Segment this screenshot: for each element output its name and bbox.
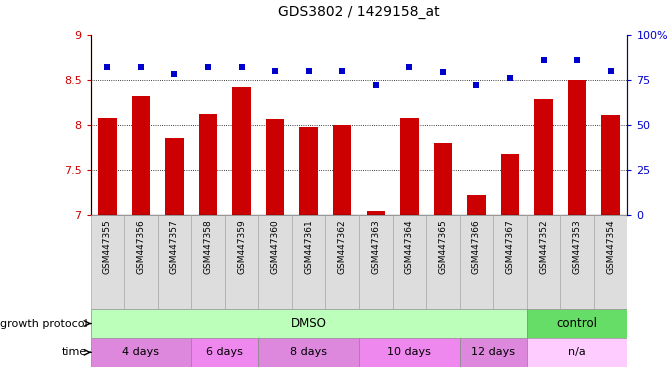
- Bar: [158, 215, 191, 309]
- Point: [505, 75, 515, 81]
- Bar: [393, 215, 426, 309]
- Bar: [266, 119, 285, 215]
- Text: GSM447367: GSM447367: [505, 220, 515, 275]
- Point: [605, 68, 616, 74]
- Text: control: control: [556, 317, 598, 330]
- Point: [437, 70, 448, 76]
- Text: GSM447365: GSM447365: [438, 220, 448, 275]
- Bar: [292, 215, 325, 309]
- Bar: [299, 127, 318, 215]
- Text: ■: ■: [346, 383, 361, 384]
- Text: 12 days: 12 days: [471, 347, 515, 358]
- Point: [370, 82, 381, 88]
- Text: GSM447360: GSM447360: [270, 220, 280, 275]
- Bar: [91, 309, 527, 338]
- Text: growth protocol: growth protocol: [0, 318, 87, 329]
- Point: [538, 57, 549, 63]
- Text: GSM447355: GSM447355: [103, 220, 112, 275]
- Text: ■: ■: [97, 383, 113, 384]
- Bar: [359, 338, 460, 367]
- Bar: [199, 114, 217, 215]
- Bar: [400, 118, 419, 215]
- Point: [136, 64, 146, 70]
- Text: GSM447362: GSM447362: [338, 220, 347, 275]
- Bar: [191, 338, 258, 367]
- Bar: [534, 99, 553, 215]
- Point: [572, 57, 582, 63]
- Bar: [366, 210, 385, 215]
- Text: n/a: n/a: [568, 347, 586, 358]
- Bar: [124, 215, 158, 309]
- Point: [203, 64, 213, 70]
- Bar: [225, 215, 258, 309]
- Text: 8 days: 8 days: [290, 347, 327, 358]
- Point: [102, 64, 113, 70]
- Bar: [493, 215, 527, 309]
- Text: GSM447352: GSM447352: [539, 220, 548, 275]
- Bar: [258, 338, 359, 367]
- Bar: [165, 138, 184, 215]
- Text: GSM447354: GSM447354: [606, 220, 615, 275]
- Bar: [426, 215, 460, 309]
- Bar: [460, 338, 527, 367]
- Bar: [527, 309, 627, 338]
- Bar: [91, 338, 191, 367]
- Text: 4 days: 4 days: [122, 347, 160, 358]
- Text: GSM447364: GSM447364: [405, 220, 414, 275]
- Point: [303, 68, 314, 74]
- Text: 10 days: 10 days: [387, 347, 431, 358]
- Bar: [601, 115, 620, 215]
- Text: 6 days: 6 days: [207, 347, 243, 358]
- Point: [337, 68, 348, 74]
- Point: [236, 64, 247, 70]
- Text: DMSO: DMSO: [291, 317, 327, 330]
- Bar: [232, 87, 251, 215]
- Bar: [191, 215, 225, 309]
- Bar: [333, 125, 352, 215]
- Text: time: time: [62, 347, 87, 358]
- Bar: [560, 215, 594, 309]
- Text: GSM447358: GSM447358: [203, 220, 213, 275]
- Point: [169, 71, 180, 77]
- Bar: [467, 195, 486, 215]
- Point: [270, 68, 280, 74]
- Text: GDS3802 / 1429158_at: GDS3802 / 1429158_at: [278, 5, 440, 19]
- Text: GSM447357: GSM447357: [170, 220, 179, 275]
- Bar: [594, 215, 627, 309]
- Bar: [527, 215, 560, 309]
- Text: GSM447361: GSM447361: [304, 220, 313, 275]
- Bar: [325, 215, 359, 309]
- Bar: [433, 143, 452, 215]
- Bar: [527, 338, 627, 367]
- Bar: [501, 154, 519, 215]
- Text: GSM447356: GSM447356: [136, 220, 146, 275]
- Point: [471, 82, 482, 88]
- Bar: [91, 215, 124, 309]
- Bar: [132, 96, 150, 215]
- Bar: [568, 80, 586, 215]
- Text: GSM447359: GSM447359: [237, 220, 246, 275]
- Text: GSM447363: GSM447363: [371, 220, 380, 275]
- Point: [404, 64, 415, 70]
- Bar: [258, 215, 292, 309]
- Text: GSM447366: GSM447366: [472, 220, 481, 275]
- Bar: [359, 215, 393, 309]
- Bar: [98, 119, 117, 215]
- Bar: [460, 215, 493, 309]
- Text: GSM447353: GSM447353: [572, 220, 582, 275]
